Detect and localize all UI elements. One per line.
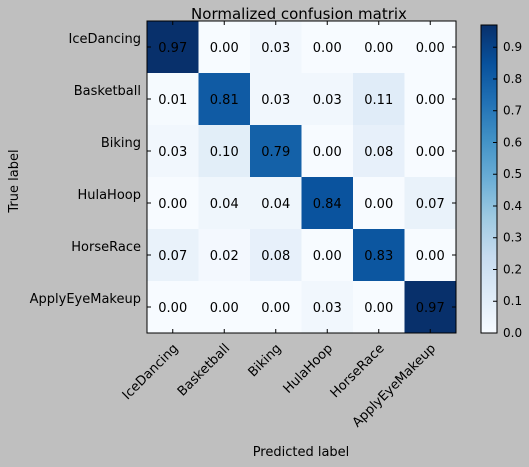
cell-value-label: 0.08: [261, 249, 290, 264]
cell-value-label: 0.00: [261, 301, 290, 316]
colorbar-tick-label: 0.2: [503, 262, 522, 276]
cell-value-label: 0.03: [158, 145, 187, 160]
x-axis-label: Predicted label: [253, 445, 350, 460]
cell-value-label: 0.00: [416, 93, 445, 108]
colorbar: [481, 25, 497, 333]
cell-value-label: 0.00: [313, 249, 342, 264]
colorbar-tick-label: 0.6: [503, 135, 522, 149]
colorbar-tick-label: 0.0: [503, 326, 522, 340]
cell-value-label: 0.00: [364, 301, 393, 316]
cell-value-label: 0.01: [158, 93, 187, 108]
colorbar-tick-label: 0.7: [503, 104, 522, 118]
y-tick-label: HulaHoop: [77, 188, 141, 203]
colorbar-tick-label: 0.9: [503, 40, 522, 54]
cell-value-label: 0.83: [364, 249, 393, 264]
cell-value-label: 0.03: [261, 41, 290, 56]
y-tick-label: HorseRace: [71, 240, 141, 255]
y-tick-label: ApplyEyeMakeup: [30, 292, 141, 307]
cell-value-label: 0.04: [210, 197, 239, 212]
colorbar-tick-label: 0.5: [503, 167, 522, 181]
cell-value-label: 0.00: [313, 145, 342, 160]
cell-value-label: 0.00: [364, 197, 393, 212]
cell-value-label: 0.00: [416, 145, 445, 160]
cell-value-label: 0.02: [210, 249, 239, 264]
cell-value-label: 0.00: [313, 41, 342, 56]
cell-value-label: 0.00: [416, 41, 445, 56]
cell-value-label: 0.00: [416, 249, 445, 264]
y-axis-label: True label: [7, 149, 22, 213]
colorbar-tick-label: 0.3: [503, 231, 522, 245]
heatmap-cells: [147, 21, 457, 334]
cell-value-label: 0.03: [313, 93, 342, 108]
cell-value-label: 0.00: [210, 41, 239, 56]
cell-value-label: 0.10: [210, 145, 239, 160]
cell-value-label: 0.97: [158, 41, 187, 56]
cell-value-label: 0.11: [364, 93, 393, 108]
y-tick-label: Biking: [101, 136, 141, 151]
cell-value-label: 0.00: [210, 301, 239, 316]
y-tick-label: IceDancing: [69, 32, 141, 47]
cell-value-label: 0.00: [364, 41, 393, 56]
cell-value-label: 0.03: [261, 93, 290, 108]
cell-value-label: 0.03: [313, 301, 342, 316]
cell-value-label: 0.04: [261, 197, 290, 212]
colorbar-tick-label: 0.4: [503, 199, 522, 213]
cell-value-label: 0.97: [416, 301, 445, 316]
cell-value-label: 0.07: [158, 249, 187, 264]
colorbar-tick-label: 0.8: [503, 72, 522, 86]
chart-title: Normalized confusion matrix: [191, 5, 407, 23]
cell-value-label: 0.07: [416, 197, 445, 212]
colorbar-tick-label: 0.1: [503, 294, 522, 308]
cell-value-label: 0.79: [261, 145, 290, 160]
cell-value-label: 0.00: [158, 301, 187, 316]
cell-value-label: 0.08: [364, 145, 393, 160]
cell-value-label: 0.84: [313, 197, 342, 212]
cell-value-label: 0.81: [210, 93, 239, 108]
cell-value-label: 0.00: [158, 197, 187, 212]
y-tick-label: Basketball: [74, 84, 141, 99]
